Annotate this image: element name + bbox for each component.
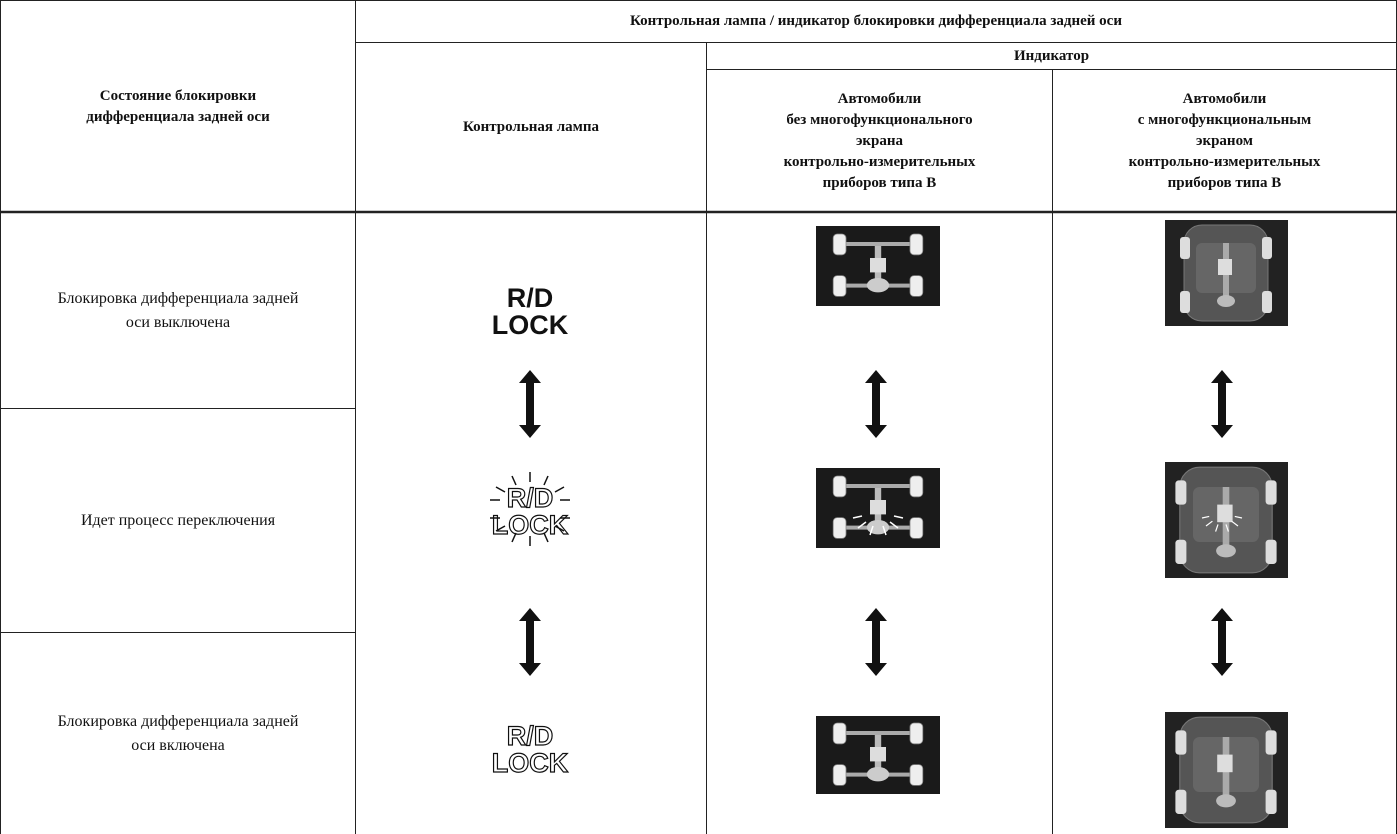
text-line: оси выключена [125,313,231,331]
text-line: экраном [1195,132,1254,149]
text-line: приборов типа B [1167,174,1282,191]
lamp-text: R/D [507,483,554,513]
lamp-text: R/D [507,721,554,751]
text-line: экрана [855,132,904,149]
header-lamp: Контрольная лампа [462,119,600,135]
text-line: Блокировка дифференциала задней [57,289,299,307]
text-line: оси включена [131,736,225,754]
lamp-text: LOCK [492,310,569,340]
text-line: Автомобили [837,90,922,107]
header-indicator: Индикатор [1013,47,1090,64]
text-line: Блокировка дифференциала задней [57,712,299,730]
state-cell: Идет процесс переключения [1,409,355,632]
header-title: Контрольная лампа / индикатор блокировки… [630,13,1122,29]
state-cell: Блокировка дифференциала задней оси включ… [1,633,355,834]
header-state: Состояние блокировки дифференциала задней… [1,1,355,212]
lamp-rays [490,472,570,546]
state-cell: Блокировка дифференциала задней оси выклю… [1,213,355,408]
text-line: без многофункционального [786,111,973,128]
lamp-text: R/D [507,283,554,313]
text-line: с многофункциональным [1137,111,1312,128]
text-line: приборов типа B [822,174,937,191]
lamp-text: LOCK [492,510,569,540]
text-line: контрольно-измерительных [1128,153,1321,170]
header-without-screen: Автомобили без многофункционального экрана… [707,70,1052,212]
lamp-text: LOCK [492,748,569,778]
header-with-screen: Автомобили с многофункциональным экраном ко… [1053,70,1396,212]
text: Состояние блокировки [99,87,257,104]
text-line: контрольно-измерительных [783,153,976,170]
text: дифференциала задней оси [86,108,270,125]
indicator-icons [816,220,1288,828]
text-line: Автомобили [1182,90,1267,107]
text-line: Идет процесс переключения [80,511,276,529]
